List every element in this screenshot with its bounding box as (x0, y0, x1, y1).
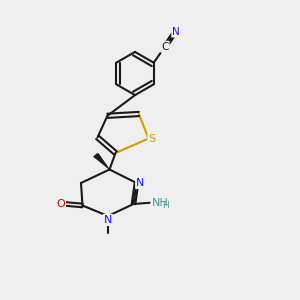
Text: N: N (172, 26, 180, 37)
Text: S: S (148, 134, 156, 144)
Polygon shape (94, 154, 109, 169)
Text: C: C (161, 42, 169, 52)
Text: N: N (136, 178, 145, 188)
Text: H: H (163, 201, 169, 210)
Text: O: O (56, 199, 65, 209)
Text: N: N (104, 215, 112, 225)
Text: NH: NH (152, 197, 168, 208)
